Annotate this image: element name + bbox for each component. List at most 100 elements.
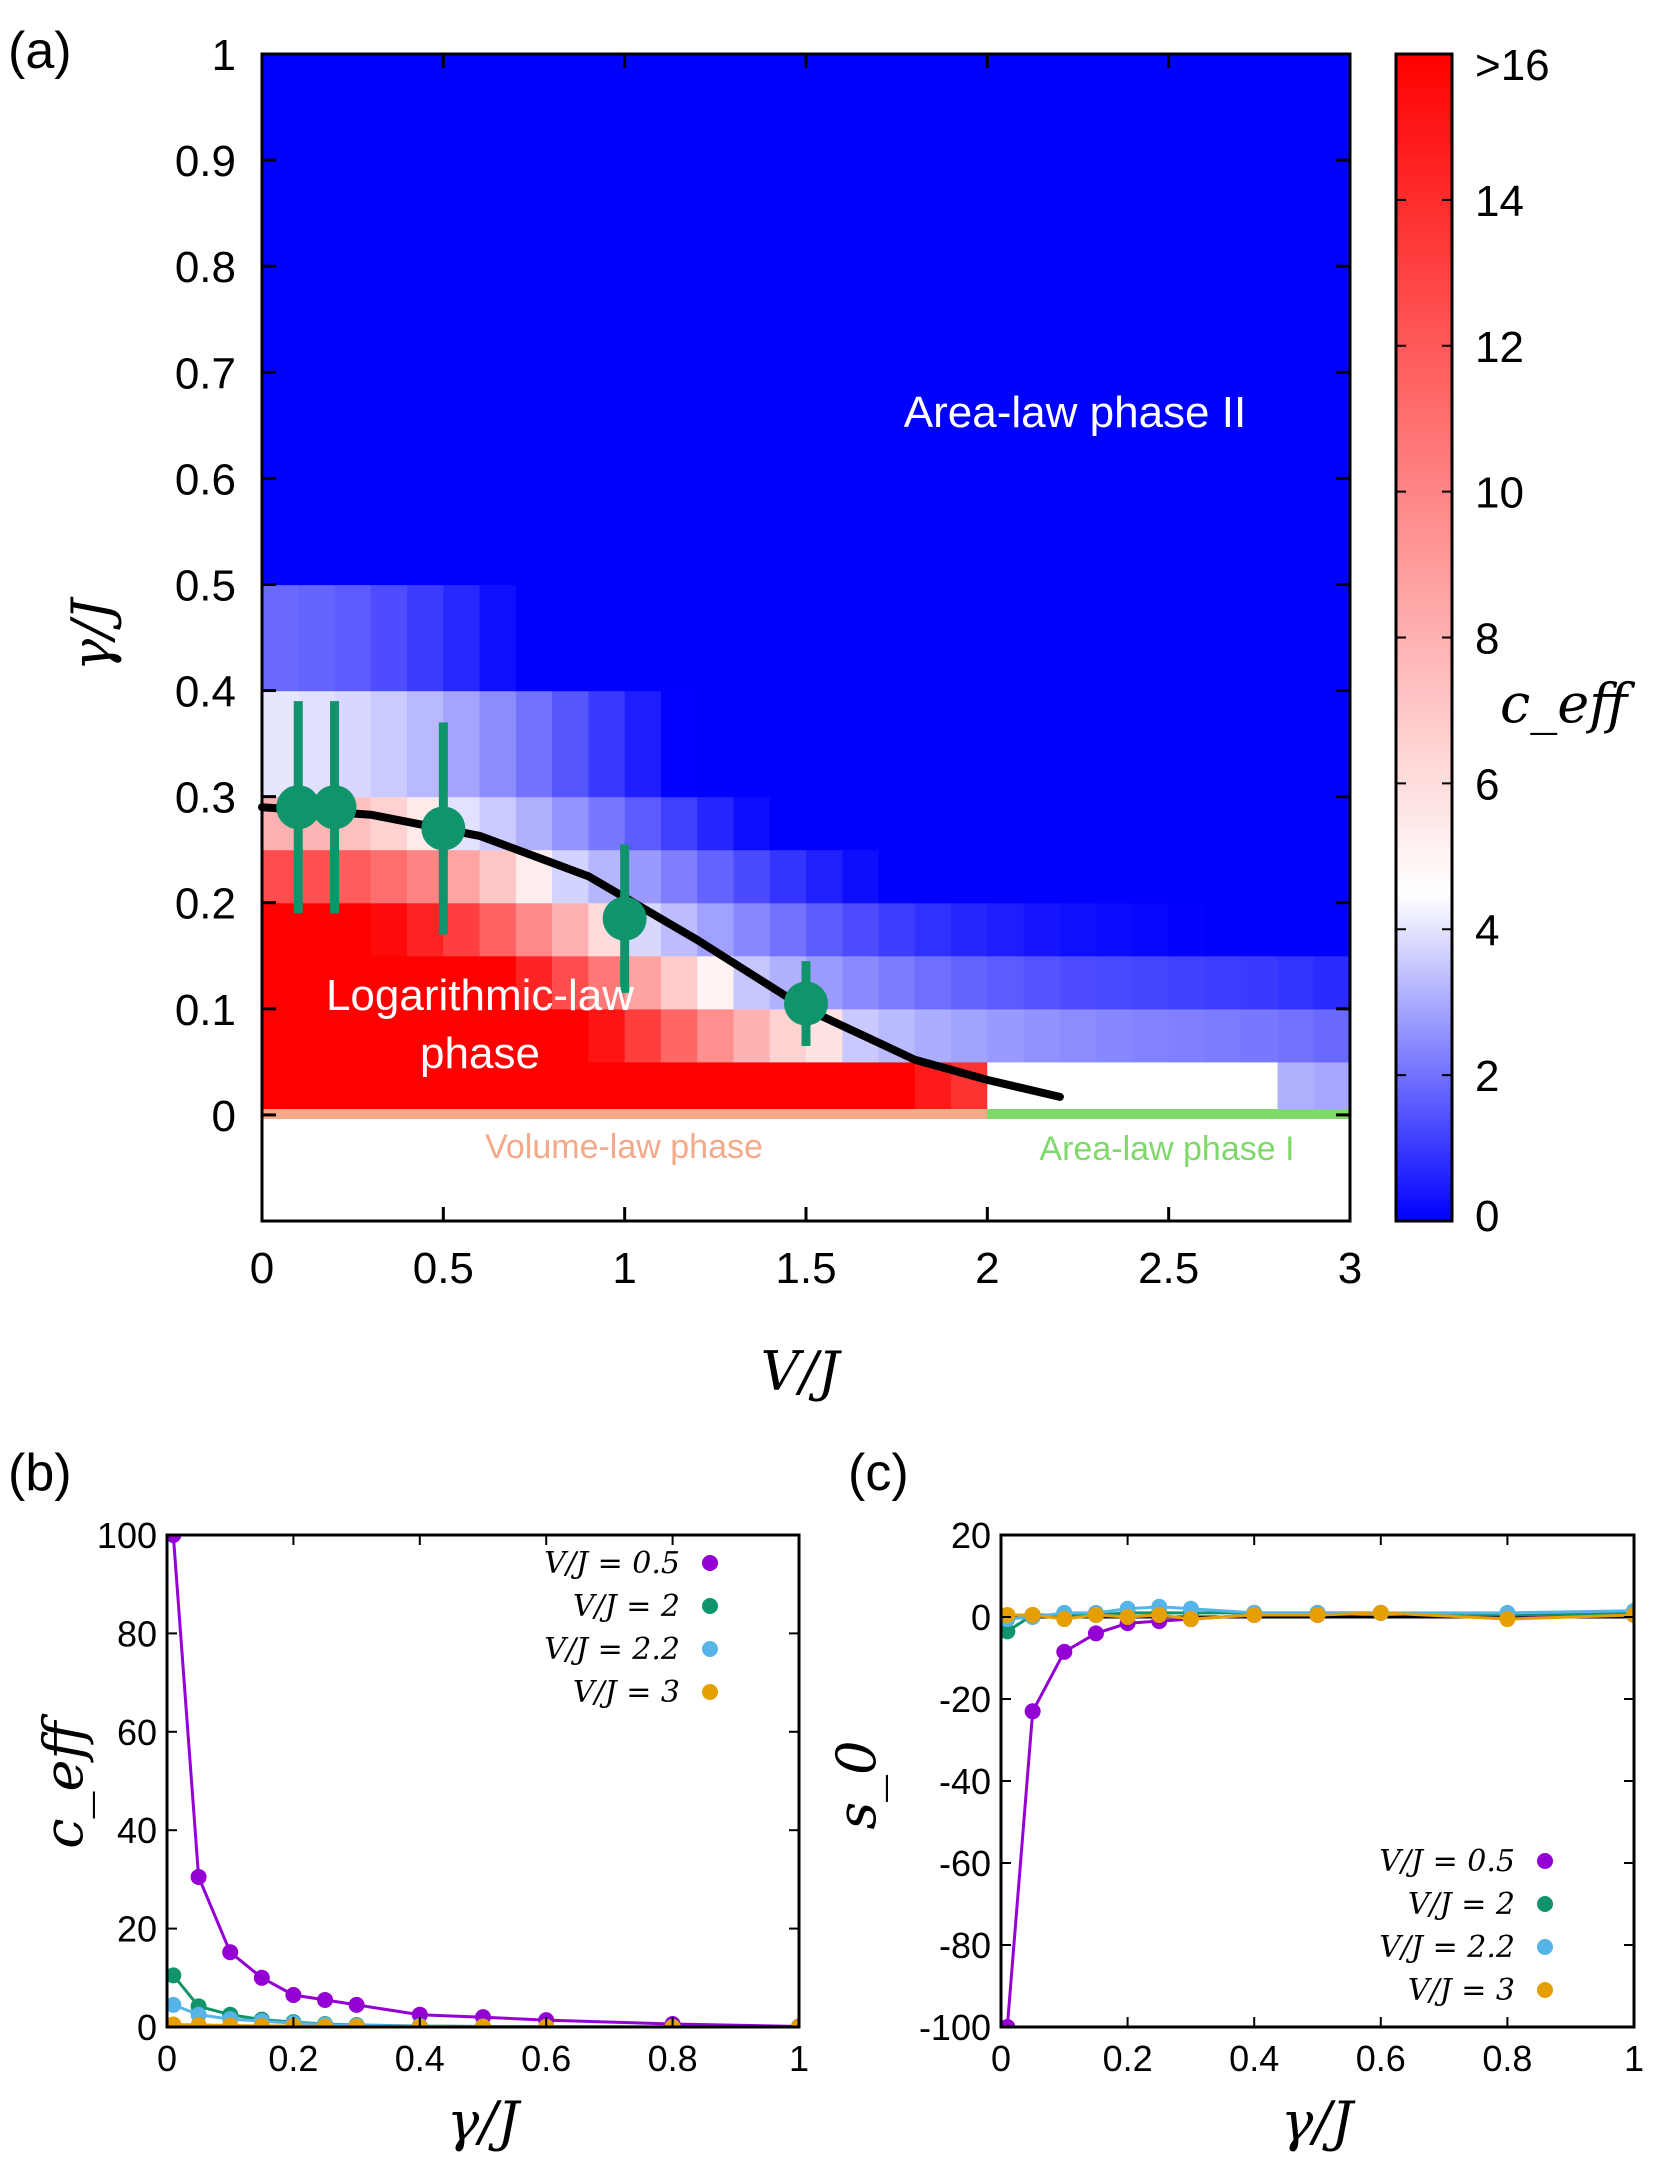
heatmap-cell bbox=[1241, 584, 1279, 692]
heatmap-cell bbox=[842, 478, 880, 586]
heatmap-cell bbox=[1241, 1008, 1279, 1063]
legend-marker bbox=[702, 1641, 718, 1657]
data-point bbox=[475, 2018, 491, 2027]
data-point bbox=[1001, 1623, 1016, 1640]
colorbar-tick-label: 8 bbox=[1475, 615, 1499, 664]
ceff-frame bbox=[165, 1533, 801, 2029]
heatmap-cell bbox=[1277, 54, 1315, 267]
data-point bbox=[1246, 1606, 1263, 1623]
heatmap-cell bbox=[1313, 902, 1350, 957]
heatmap-cell bbox=[1241, 266, 1279, 479]
heatmap-cell bbox=[1023, 266, 1061, 479]
x-tick-label: 0 bbox=[991, 2038, 1011, 2079]
heatmap-cell bbox=[1096, 1061, 1133, 1116]
heatmap-cell bbox=[951, 584, 988, 692]
colorbar-tick-label: 0 bbox=[1475, 1192, 1499, 1241]
data-point bbox=[1001, 1606, 1016, 1623]
heatmap-cell bbox=[262, 1008, 299, 1063]
heatmap-cell bbox=[769, 690, 807, 798]
heatmap-cell bbox=[842, 955, 880, 1010]
heatmap-cell bbox=[914, 902, 952, 957]
heatmap-cell bbox=[1204, 955, 1242, 1010]
heatmap-cell bbox=[479, 849, 517, 904]
heatmap-cell bbox=[806, 690, 843, 798]
heatmap-cell bbox=[552, 1061, 589, 1116]
y-tick-label: 20 bbox=[117, 1909, 157, 1950]
heatmap-cell bbox=[515, 478, 553, 586]
heatmap-cell bbox=[588, 584, 626, 692]
heatmap-cell bbox=[769, 1061, 807, 1116]
y-tick-label: 60 bbox=[117, 1712, 157, 1753]
legend-label: V/J = 0.5 bbox=[1379, 1844, 1515, 1879]
heatmap-cell bbox=[878, 902, 916, 957]
heatmap-cell bbox=[769, 266, 807, 479]
heatmap-cell bbox=[697, 955, 735, 1010]
heatmap-cell bbox=[407, 54, 444, 267]
x-tick-label: 1 bbox=[612, 1244, 636, 1293]
heatmap-cell bbox=[443, 902, 481, 957]
heatmap-cell bbox=[479, 902, 517, 957]
heatmap-cell bbox=[334, 849, 372, 904]
heatmap-cell bbox=[878, 690, 916, 798]
s0-y-axis-label: s_0 bbox=[825, 1740, 888, 1829]
x-tick-label: 0.4 bbox=[395, 2038, 445, 2079]
heatmap-cell bbox=[1313, 849, 1350, 904]
heatmap-cell bbox=[1168, 266, 1206, 479]
heatmap-cell bbox=[1277, 902, 1315, 957]
legend-label: V/J = 3 bbox=[573, 1675, 680, 1710]
heatmap-cell bbox=[914, 584, 952, 692]
x-tick-label: 0.2 bbox=[268, 2038, 318, 2079]
heatmap-cell bbox=[624, 54, 662, 267]
data-point bbox=[167, 1967, 182, 1984]
heatmap-cell bbox=[552, 955, 589, 1010]
legend-marker bbox=[1537, 1896, 1553, 1912]
heatmap-cell bbox=[842, 266, 880, 479]
panel-label-a: (a) bbox=[8, 22, 72, 80]
heatmap-cell bbox=[660, 849, 698, 904]
colorbar-tick-label: 6 bbox=[1475, 760, 1499, 809]
heatmap-cell bbox=[479, 478, 517, 586]
heatmap-cell bbox=[298, 690, 336, 798]
heatmap-cell bbox=[1059, 1008, 1097, 1063]
heatmap-cell bbox=[479, 266, 517, 479]
heatmap-cell bbox=[660, 1061, 698, 1116]
heatmap-cell bbox=[1132, 690, 1170, 798]
colorbar-label: c_eff bbox=[1500, 672, 1635, 735]
data-point bbox=[167, 1535, 182, 1543]
heatmap-cell bbox=[914, 478, 952, 586]
heatmap-cell bbox=[842, 690, 880, 798]
colorbar-tick-label: 10 bbox=[1475, 469, 1524, 518]
heatmap-cell bbox=[298, 584, 336, 692]
heatmap-cell bbox=[987, 584, 1025, 692]
y-tick-label: 40 bbox=[117, 1810, 157, 1851]
critical-point bbox=[784, 981, 828, 1026]
heatmap-cell bbox=[515, 1061, 553, 1116]
heatmap-cell bbox=[987, 266, 1025, 479]
heatmap-cell bbox=[334, 690, 372, 798]
colorbar-tick-label: 2 bbox=[1475, 1052, 1499, 1101]
x-tick-label: 0 bbox=[157, 2038, 177, 2079]
heatmap-x-axis-label: V/J bbox=[761, 1340, 843, 1403]
heatmap-cell bbox=[842, 796, 880, 851]
x-tick-label: 1 bbox=[789, 2038, 809, 2079]
legend-label: V/J = 3 bbox=[1408, 1973, 1515, 2008]
critical-point bbox=[312, 785, 357, 830]
heatmap-cell bbox=[806, 1061, 843, 1116]
heatmap-cell bbox=[298, 849, 336, 904]
heatmap-cell bbox=[1059, 478, 1097, 586]
data-point bbox=[1372, 1604, 1389, 1621]
heatmap-cell bbox=[1023, 54, 1061, 267]
heatmap-cell bbox=[298, 902, 336, 957]
heatmap-cell bbox=[1059, 266, 1097, 479]
heatmap-cell bbox=[951, 1008, 988, 1063]
heatmap-cell bbox=[262, 849, 299, 904]
heatmap-cell bbox=[660, 478, 698, 586]
heatmap-cell bbox=[1096, 796, 1133, 851]
heatmap-cell bbox=[1132, 266, 1170, 479]
legend-label: V/J = 2 bbox=[1408, 1887, 1515, 1922]
heatmap-cell bbox=[733, 1008, 771, 1063]
heatmap-cell bbox=[407, 584, 444, 692]
heatmap-cell bbox=[1168, 690, 1206, 798]
heatmap-cell bbox=[660, 796, 698, 851]
